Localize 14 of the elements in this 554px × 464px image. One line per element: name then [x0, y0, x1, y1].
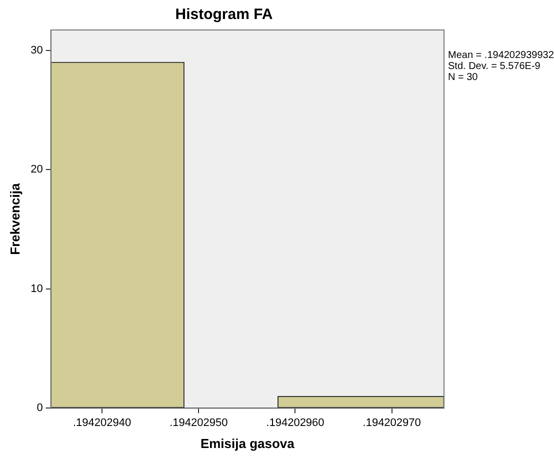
x-tick-label: .194202960: [266, 416, 324, 429]
x-tick-label: .194202950: [170, 416, 228, 429]
y-tick-label: 10: [30, 282, 43, 295]
x-tick-label: .194202970: [362, 416, 421, 429]
y-axis-title: Frekvencija: [7, 182, 22, 255]
chart-title: Histogram FA: [175, 6, 273, 24]
text: Std. Dev. = 5.576E-9: [448, 61, 542, 72]
text: Mean = .194202939932: [448, 50, 554, 61]
y-tick-label: 0: [36, 402, 43, 414]
x-axis-title: Emisija gasova: [200, 436, 296, 451]
y-tick-label: 20: [30, 164, 43, 176]
x-tick-label: .194202940: [72, 416, 132, 429]
text: N = 30: [448, 72, 479, 83]
y-tick-label: 30: [30, 44, 43, 56]
